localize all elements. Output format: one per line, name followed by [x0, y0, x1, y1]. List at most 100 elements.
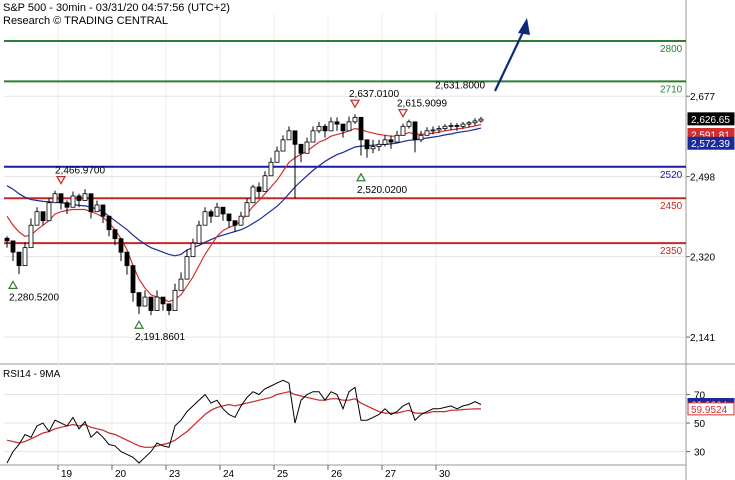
day-tick-label: 27 — [385, 469, 397, 480]
price-tag: 2,591.81 — [691, 131, 730, 142]
candle-body — [220, 206, 226, 215]
day-tick-label: 26 — [331, 469, 343, 480]
price-tick-label: 2,320 — [690, 253, 715, 264]
candle-body — [292, 130, 298, 145]
candle-body — [274, 150, 280, 163]
low-label: 2,280.5200 — [9, 292, 59, 303]
high-marker — [397, 109, 409, 118]
rsi-line — [6, 379, 482, 464]
candle-body — [76, 195, 82, 201]
low-marker — [7, 280, 19, 289]
low-marker — [355, 172, 367, 182]
candle-body — [124, 251, 130, 267]
candle-body — [346, 121, 352, 132]
candle-body — [244, 202, 250, 217]
price-tick-label: 2,677 — [690, 92, 715, 103]
candle-body — [388, 139, 394, 143]
time-axis: 19 20 23 24 25 26 27 30 — [57, 465, 451, 480]
day-tick-label: 24 — [223, 469, 235, 480]
day-tick-label: 25 — [277, 469, 289, 480]
level-label: 2350 — [660, 246, 683, 257]
candle-body — [208, 211, 214, 217]
candle-body — [418, 134, 424, 141]
candle-body — [94, 204, 100, 213]
candle-body — [40, 211, 46, 222]
candle-body — [196, 224, 202, 244]
candle-body — [328, 121, 334, 132]
candle-body — [160, 296, 166, 305]
day-tick-label: 23 — [169, 469, 181, 480]
candle-body — [412, 121, 418, 141]
price-tag-bg — [687, 136, 735, 150]
price-axis: 2,141 2,320 2,498 2,677 30 50 70 — [686, 92, 715, 459]
candle-body — [46, 202, 52, 222]
candle-body — [178, 278, 184, 291]
price-tick-label: 2,141 — [690, 333, 715, 344]
candle-body — [136, 292, 142, 307]
candle-body — [448, 125, 454, 127]
candle-body — [286, 130, 292, 141]
candle-body — [364, 139, 370, 150]
candle-body — [10, 240, 16, 253]
candle-body — [250, 186, 256, 204]
candle-body — [64, 202, 70, 208]
level-label: 2710 — [660, 84, 683, 95]
candle-body — [118, 238, 124, 253]
candle-body — [262, 175, 268, 192]
rsi-panel-title: RSI14 - 9MA — [3, 369, 61, 380]
price-tag: 2,626.65 — [691, 115, 730, 126]
candle-body — [370, 146, 376, 150]
ema-slow-line — [6, 127, 482, 257]
candle-body — [358, 116, 364, 141]
candle-body — [202, 211, 208, 226]
candle-body — [52, 193, 58, 204]
candle-body — [142, 296, 148, 307]
low-label: 2,520.0200 — [357, 185, 407, 196]
candle-body — [316, 125, 322, 132]
candle-body — [226, 213, 232, 222]
rsi-tag-bg — [687, 402, 735, 416]
candle-body — [82, 193, 88, 201]
candle-body — [442, 125, 448, 129]
candle-body — [88, 193, 94, 213]
candle-body — [184, 256, 190, 280]
level-label: 2800 — [660, 44, 683, 55]
chart-subtitle: Research © TRADING CENTRAL — [3, 15, 168, 27]
candle-body — [376, 143, 382, 147]
candle-body — [28, 224, 34, 249]
high-marker — [55, 176, 67, 185]
candle-body — [310, 130, 316, 143]
candle-body — [472, 120, 478, 124]
candle-body — [106, 215, 112, 231]
candle-body — [460, 123, 466, 127]
candle-body — [22, 247, 28, 267]
candle-body — [400, 125, 406, 136]
candle-body — [454, 125, 460, 127]
high-marker — [349, 99, 361, 109]
day-tick-label: 20 — [115, 469, 127, 480]
candle-body — [424, 130, 430, 136]
high-label: 2,615.9099 — [397, 99, 447, 110]
price-tags: 2,626.652,591.812,572.3963.026459.9524 — [687, 112, 735, 416]
price-tag: 2,572.39 — [691, 139, 730, 150]
price-tick-label: 2,498 — [690, 173, 715, 184]
rsi-tick-label: 50 — [694, 419, 706, 430]
candle-body — [436, 128, 442, 131]
price-tag-bg — [687, 112, 735, 126]
level-lines: 2800 2710 2520 2450 2350 — [4, 39, 686, 257]
candle-body — [298, 143, 304, 154]
candle-body — [268, 161, 274, 177]
candle-body — [238, 215, 244, 226]
low-label: 2,191.8601 — [135, 332, 185, 343]
candle-body — [172, 289, 178, 311]
candle-body — [154, 296, 160, 311]
candle-body — [430, 129, 436, 132]
candle-body — [100, 204, 106, 217]
low-marker — [133, 320, 145, 329]
grid — [4, 14, 686, 463]
candle-body — [130, 265, 136, 293]
note-label: 2,631.8000 — [435, 81, 485, 92]
candle-body — [148, 296, 154, 311]
day-tick-label: 19 — [61, 469, 73, 480]
